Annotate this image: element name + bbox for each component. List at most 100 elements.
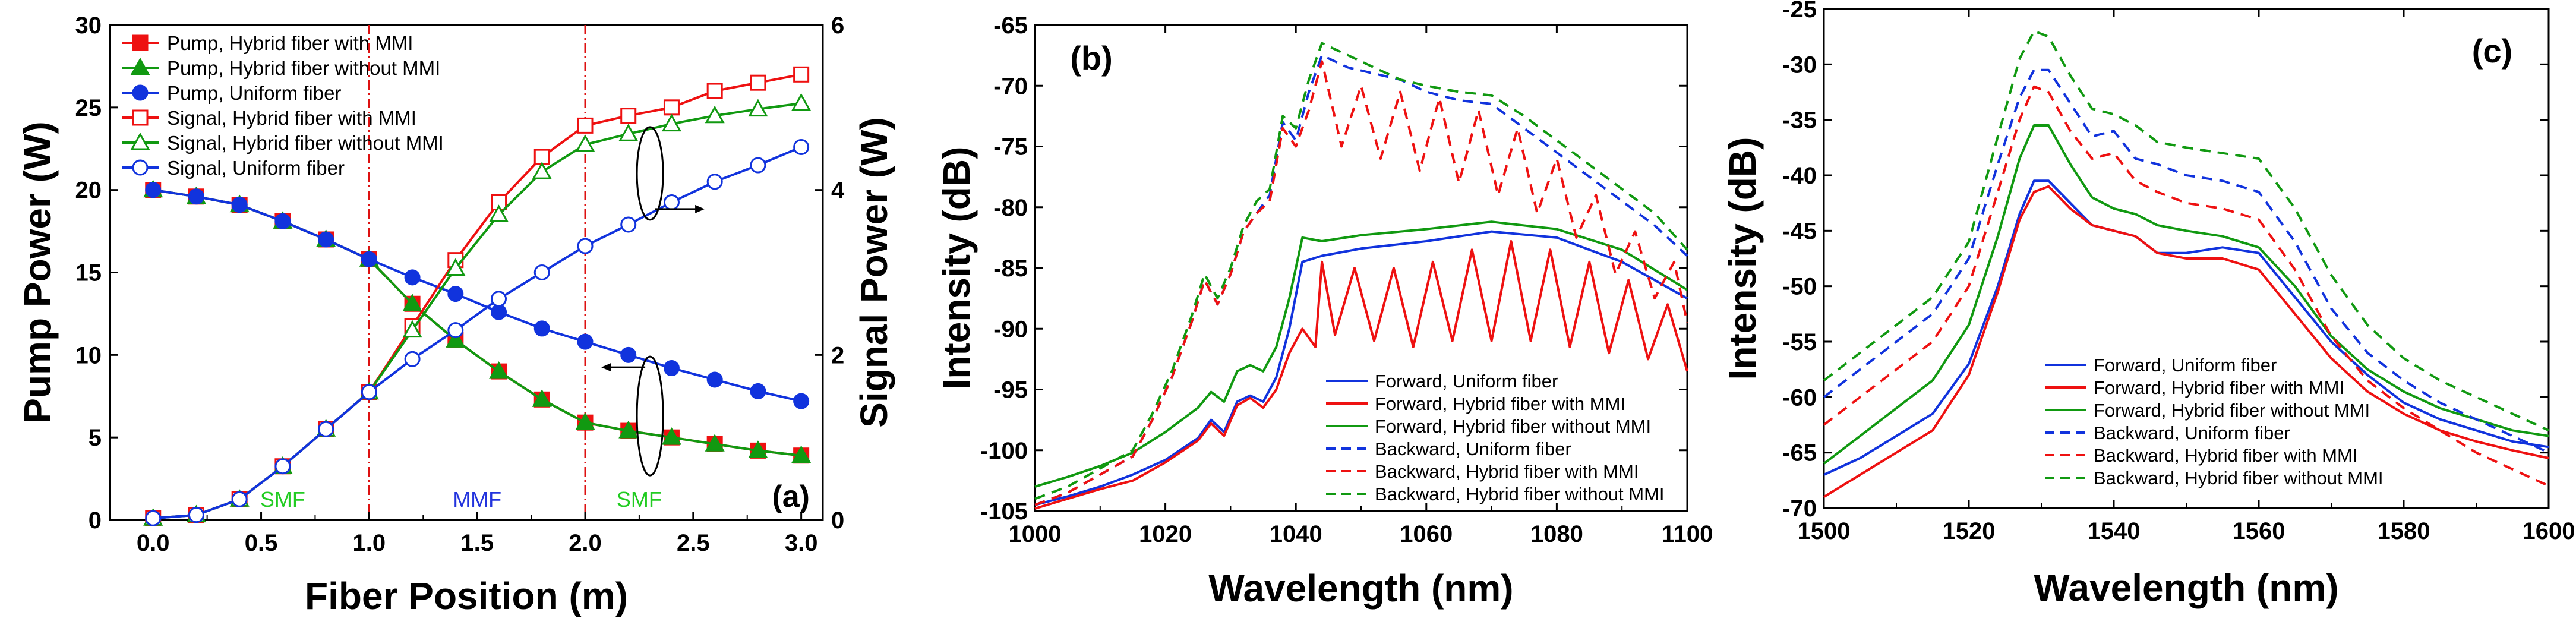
y2-tick-label: 6 bbox=[831, 12, 844, 39]
legend-label: Signal, Hybrid fiber with MMI bbox=[167, 107, 416, 129]
legend-label: Backward, Hybrid fiber with MMI bbox=[1375, 461, 1639, 482]
legend-label: Signal, Hybrid fiber without MMI bbox=[167, 132, 444, 154]
region-label-1: MMF bbox=[453, 487, 501, 512]
legend-marker-4-11 bbox=[618, 124, 639, 141]
y-tick-label: 30 bbox=[75, 12, 102, 39]
legend-marker-1-13 bbox=[705, 434, 725, 452]
y-axis-title: Pump Power (W) bbox=[16, 121, 59, 423]
legend-marker-leg-3 bbox=[132, 109, 149, 126]
legend-marker-2-7 bbox=[447, 286, 464, 302]
legend-marker-5-2 bbox=[231, 491, 248, 507]
y-tick-label: 15 bbox=[75, 260, 102, 286]
y-tick-label: 20 bbox=[75, 178, 102, 204]
series-line-3 bbox=[1823, 68, 2549, 454]
region-label-2: SMF bbox=[617, 487, 662, 512]
y2-axis-title: Signal Power (W) bbox=[853, 117, 895, 428]
y-tick-label: -25 bbox=[1782, 0, 1817, 23]
legend-label: Pump, Hybrid fiber without MMI bbox=[167, 57, 440, 79]
x-tick-label: 1540 bbox=[2088, 518, 2141, 544]
legend-marker-2-13 bbox=[706, 371, 723, 388]
panel-c: 1500 1520 1540 1560 1580 1600 -25 -30 -35 -40 -45 -… bbox=[1721, 0, 2575, 609]
legend-marker-5-10 bbox=[577, 238, 594, 254]
x-tick-label: 1500 bbox=[1798, 518, 1851, 544]
legend-label: Pump, Uniform fiber bbox=[167, 82, 341, 104]
series-line-3 bbox=[1034, 54, 1688, 506]
x-tick-label: 0.0 bbox=[137, 530, 170, 556]
panel-label: (c) bbox=[2472, 32, 2512, 70]
x-tick-label: 1.0 bbox=[353, 530, 386, 556]
y-tick-label: -90 bbox=[993, 316, 1028, 342]
legend-marker-3-12 bbox=[663, 99, 680, 116]
y-tick-label: -85 bbox=[993, 256, 1028, 282]
legend-marker-leg-5 bbox=[132, 159, 149, 176]
legend-marker-5-5 bbox=[361, 384, 377, 400]
legend-label: Forward, Hybrid fiber with MMI bbox=[1375, 393, 1625, 414]
legend-marker-leg-2 bbox=[132, 84, 149, 101]
legend-marker-2-12 bbox=[663, 360, 680, 377]
panel-b: 1000 1020 1040 1060 1080 1100 -65 -70 -75 -80 -85 -… bbox=[935, 12, 1713, 610]
series-line-2 bbox=[1034, 220, 1688, 488]
legend-marker-2-2 bbox=[231, 197, 248, 213]
series-line-5 bbox=[1034, 42, 1688, 500]
legend-label: Backward, Hybrid fiber without MMI bbox=[1375, 484, 1665, 504]
legend-marker-2-5 bbox=[361, 251, 377, 267]
x-axis-title: Wavelength (nm) bbox=[1208, 567, 1513, 610]
y-tick-label: -105 bbox=[980, 499, 1028, 525]
legend-marker-5-3 bbox=[274, 458, 291, 475]
legend-marker-4-9 bbox=[532, 162, 552, 179]
legend-marker-3-13 bbox=[706, 83, 723, 99]
y-axis-title: Intensity (dB) bbox=[1721, 137, 1764, 380]
legend-label: Forward, Hybrid fiber with MMI bbox=[2094, 377, 2344, 398]
legend-marker-1-6 bbox=[402, 294, 422, 311]
series-line-1 bbox=[1034, 240, 1688, 510]
y-tick-label: -95 bbox=[993, 377, 1028, 403]
x-tick-label: 1100 bbox=[1662, 521, 1713, 547]
series-line-1 bbox=[1823, 185, 2549, 499]
legend-marker-4-13 bbox=[705, 105, 725, 124]
legend-marker-2-8 bbox=[491, 304, 507, 320]
series-line-4 bbox=[1034, 60, 1688, 506]
legend-label: Backward, Uniform fiber bbox=[1375, 439, 1571, 459]
legend-marker-3-11 bbox=[620, 108, 637, 124]
legend-label: Backward, Hybrid fiber without MMI bbox=[2094, 468, 2384, 488]
x-tick-label: 1580 bbox=[2378, 518, 2430, 544]
y-tick-label: 10 bbox=[75, 342, 102, 368]
legend-marker-5-12 bbox=[663, 194, 680, 210]
legend-label: Forward, Hybrid fiber without MMI bbox=[2094, 400, 2370, 421]
y2-tick-label: 2 bbox=[831, 342, 844, 368]
pump-group-arrowhead bbox=[601, 363, 611, 372]
x-tick-label: 1040 bbox=[1270, 521, 1322, 547]
x-tick-label: 1000 bbox=[1009, 521, 1062, 547]
legend-marker-5-14 bbox=[750, 157, 766, 174]
legend-label: Signal, Uniform fiber bbox=[167, 157, 345, 179]
legend-marker-5-1 bbox=[188, 507, 204, 523]
legend-marker-5-0 bbox=[145, 510, 162, 526]
y2-tick-label: 0 bbox=[831, 507, 844, 534]
legend-marker-2-4 bbox=[318, 231, 334, 248]
y-axis-title: Intensity (dB) bbox=[935, 147, 978, 390]
legend-marker-4-12 bbox=[661, 113, 682, 132]
legend-marker-leg-4 bbox=[130, 132, 150, 150]
x-tick-label: 1020 bbox=[1139, 521, 1192, 547]
signal-group-ellipse bbox=[636, 126, 664, 221]
legend-label: Forward, Uniform fiber bbox=[1375, 371, 1558, 392]
x-tick-label: 1060 bbox=[1400, 521, 1453, 547]
x-axis-title: Fiber Position (m) bbox=[305, 575, 628, 617]
series-line-4 bbox=[1823, 85, 2549, 487]
legend-marker-1-8 bbox=[488, 361, 509, 379]
legend-marker-5-9 bbox=[533, 264, 550, 280]
legend-marker-1-7 bbox=[446, 330, 466, 348]
series-line-0 bbox=[1034, 230, 1688, 506]
legend-marker-4-15 bbox=[791, 93, 812, 111]
y-tick-label: 5 bbox=[89, 425, 102, 451]
series-line-5 bbox=[153, 146, 802, 520]
y-tick-label: -75 bbox=[993, 134, 1028, 160]
legend-marker-4-10 bbox=[575, 134, 595, 152]
legend-marker-4-6 bbox=[402, 320, 422, 338]
legend-marker-2-9 bbox=[533, 320, 550, 337]
y-tick-label: -55 bbox=[1782, 329, 1817, 355]
y-tick-label: -65 bbox=[993, 12, 1028, 39]
plot-frame bbox=[1034, 24, 1688, 512]
legend-marker-2-0 bbox=[145, 182, 162, 198]
